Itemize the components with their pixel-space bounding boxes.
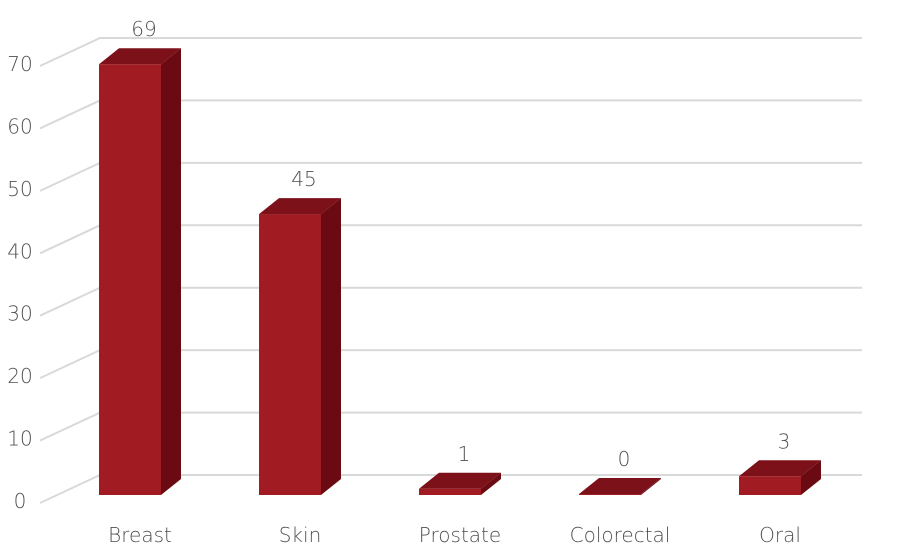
bar-side <box>641 478 661 495</box>
bar-side <box>481 472 501 495</box>
bar-side <box>161 48 181 495</box>
y-tick-label: 70 <box>7 52 32 76</box>
bar <box>579 478 661 495</box>
bar-front <box>739 476 801 495</box>
bar-side <box>801 460 821 495</box>
bar-top <box>259 198 341 215</box>
gridline <box>39 37 862 67</box>
bar-top <box>99 48 181 65</box>
bar-top <box>579 478 661 494</box>
bar-top <box>419 472 501 489</box>
x-category-label: Prostate <box>419 523 501 547</box>
x-category-label: Breast <box>108 523 172 547</box>
data-label: 45 <box>291 167 316 191</box>
data-label: 0 <box>618 447 631 471</box>
y-tick-label: 0 <box>14 489 27 513</box>
bar-front <box>579 494 641 495</box>
bar <box>99 48 181 495</box>
x-category-label: Skin <box>279 523 322 547</box>
bar-front <box>99 64 161 495</box>
y-tick-label: 60 <box>7 114 32 138</box>
data-labels: 69 45 1 0 3 <box>131 17 790 471</box>
data-label: 69 <box>131 17 156 41</box>
bars <box>99 48 821 496</box>
bar <box>739 460 821 495</box>
bar-front <box>259 214 321 496</box>
x-category-label: Colorectal <box>570 523 671 547</box>
y-tick-label: 20 <box>7 364 32 388</box>
bar-front <box>419 488 481 495</box>
data-label: 1 <box>458 442 471 466</box>
x-category-label: Oral <box>759 523 801 547</box>
bar <box>419 472 501 495</box>
y-tick-label: 10 <box>7 427 32 451</box>
bar-top <box>739 460 821 477</box>
bar <box>259 198 341 496</box>
bar-side <box>321 198 341 496</box>
y-tick-label: 40 <box>7 239 32 263</box>
x-axis-categories: Breast Skin Prostate Colorectal Oral <box>108 523 801 547</box>
y-axis-ticks: 0 10 20 30 40 50 60 70 <box>7 52 32 513</box>
y-tick-label: 50 <box>7 177 32 201</box>
data-label: 3 <box>778 429 791 453</box>
y-tick-label: 30 <box>7 302 32 326</box>
